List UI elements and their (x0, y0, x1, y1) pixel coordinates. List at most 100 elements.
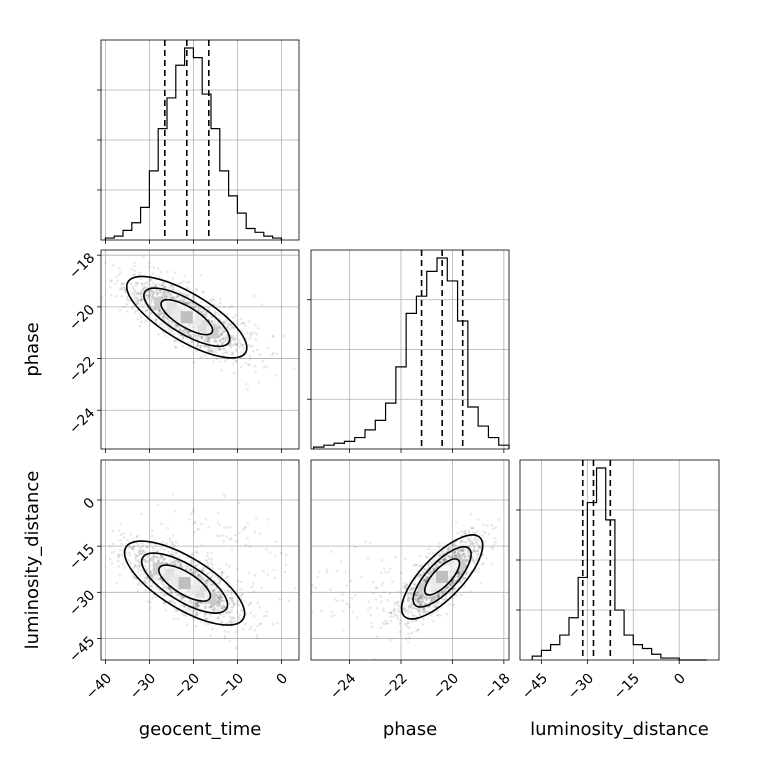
sample-point (202, 290, 206, 294)
sample-point (418, 595, 422, 598)
sample-point (215, 600, 219, 603)
sample-point (189, 512, 193, 516)
sample-point (444, 589, 447, 593)
sample-point (457, 555, 461, 558)
sample-point (161, 311, 165, 315)
sample-point (436, 595, 440, 599)
sample-point (185, 301, 188, 305)
sample-point (148, 261, 151, 264)
sample-point (223, 330, 226, 333)
sample-point (132, 545, 136, 549)
sample-point (497, 518, 501, 521)
sample-point (423, 607, 426, 611)
sample-point (416, 596, 420, 600)
sample-point (255, 633, 259, 637)
sample-point (138, 560, 141, 564)
sample-point (364, 540, 367, 543)
sample-point (311, 584, 314, 587)
x-axis-label-luminosity_distance: luminosity_distance (530, 719, 709, 740)
sample-point (157, 577, 161, 580)
sample-point (165, 585, 169, 589)
sample-point (482, 561, 486, 565)
sample-point (216, 511, 220, 515)
sample-point (241, 592, 244, 596)
sample-point (138, 564, 142, 567)
sample-point (139, 302, 143, 306)
sample-point (461, 539, 464, 543)
sample-point (152, 558, 155, 562)
sample-point (417, 609, 420, 612)
sample-point (139, 292, 143, 295)
sample-point (155, 289, 158, 293)
sample-point (243, 622, 247, 626)
sample-point (194, 624, 198, 628)
sample-point (218, 301, 222, 304)
sample-point (116, 559, 120, 563)
sample-point (452, 581, 456, 585)
sample-point (425, 555, 428, 559)
sample-point (414, 593, 418, 596)
sample-point (163, 557, 167, 560)
sample-point (180, 597, 183, 601)
sample-point (157, 283, 161, 286)
sample-point (186, 293, 189, 297)
y-tick-label-luminosity_distance: −45 (66, 633, 98, 665)
sample-point (437, 592, 441, 595)
sample-point (491, 527, 495, 531)
sample-point (243, 324, 247, 327)
sample-point (465, 541, 468, 544)
sample-point (123, 536, 126, 539)
sample-point (424, 610, 427, 614)
sample-point (123, 288, 127, 292)
contour-level-2 (400, 534, 484, 620)
sample-point (394, 613, 398, 617)
sample-point (426, 575, 429, 579)
sample-point (397, 608, 400, 611)
sample-point (421, 608, 425, 612)
sample-point (417, 607, 421, 611)
sample-point (204, 579, 207, 583)
sample-point (422, 610, 426, 613)
sample-point (451, 581, 454, 584)
sample-point (299, 592, 302, 595)
sample-point (456, 551, 460, 554)
sample-point (117, 529, 120, 532)
sample-point (446, 548, 450, 552)
sample-point (232, 616, 235, 620)
sample-point (156, 311, 160, 315)
sample-point (248, 571, 251, 574)
x-tick-label-geocent_time: −30 (127, 670, 159, 702)
sample-point (265, 614, 268, 618)
sample-point (160, 522, 163, 526)
sample-point (432, 619, 435, 623)
sample-point (415, 601, 419, 604)
x-tick-label-phase: −22 (379, 670, 411, 702)
sample-point (194, 602, 198, 606)
sample-point (150, 569, 153, 573)
sample-point (190, 562, 193, 565)
sample-point (220, 332, 224, 336)
sample-point (161, 314, 165, 318)
sample-point (228, 565, 231, 568)
sample-point (219, 599, 222, 602)
sample-point (396, 600, 400, 604)
sample-point (221, 330, 225, 334)
x-tick-label-geocent_time: −20 (171, 670, 203, 702)
sample-point (170, 284, 174, 287)
sample-point (375, 606, 379, 610)
sample-point (414, 599, 417, 602)
sample-point (206, 339, 210, 343)
sample-point (424, 596, 427, 600)
sample-point (235, 539, 238, 543)
sample-point (168, 286, 172, 289)
sample-point (247, 343, 250, 347)
sample-point (270, 353, 274, 357)
sample-point (166, 292, 170, 295)
sample-point (109, 278, 112, 282)
sample-point (485, 557, 489, 560)
sample-point (454, 554, 457, 558)
sample-point (342, 609, 345, 613)
sample-point (209, 319, 212, 323)
sample-point (232, 343, 236, 347)
sample-point (182, 291, 185, 295)
